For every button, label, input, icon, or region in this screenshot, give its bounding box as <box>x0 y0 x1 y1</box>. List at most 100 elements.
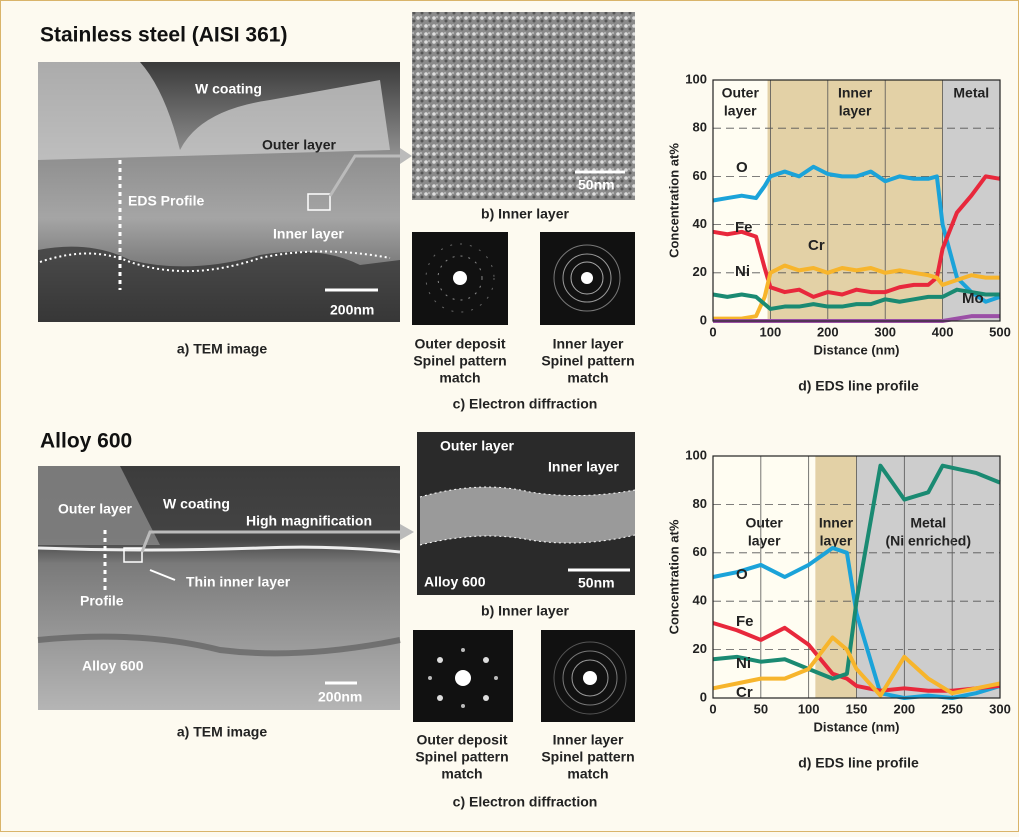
series-name: Fe <box>736 613 754 630</box>
image-label: Profile <box>80 593 124 609</box>
x-tick-label: 250 <box>941 701 963 716</box>
plot-frame <box>712 455 1001 699</box>
caption: Spinel pattern <box>541 353 634 369</box>
series-line <box>712 174 1001 299</box>
y-tick-label: 60 <box>693 544 707 559</box>
region-label: Metal <box>953 85 989 101</box>
region-label: Metal <box>910 515 946 531</box>
tem-image <box>37 466 401 710</box>
y-tick-label: 0 <box>700 312 707 327</box>
caption: b) Inner layer <box>481 603 569 619</box>
region-label: layer <box>724 103 757 119</box>
caption: d) EDS line profile <box>798 378 919 394</box>
region-band <box>856 456 1000 698</box>
caption: Outer deposit <box>416 732 507 748</box>
x-tick-label: 100 <box>760 324 782 339</box>
image-label: High magnification <box>246 513 372 529</box>
series-line <box>712 287 1000 311</box>
series-name: O <box>736 566 748 583</box>
caption: match <box>439 370 480 386</box>
region-band <box>942 80 1000 321</box>
caption: c) Electron diffraction <box>453 794 598 810</box>
arrow <box>400 524 414 540</box>
image-label: Alloy 600 <box>424 574 486 590</box>
image-label: Outer layer <box>262 137 336 153</box>
x-tick-label: 300 <box>874 324 896 339</box>
inner-layer-image <box>412 12 635 200</box>
caption: Spinel pattern <box>541 749 634 765</box>
caption: match <box>567 766 608 782</box>
x-tick-label: 0 <box>709 324 716 339</box>
image-label: Outer layer <box>440 438 514 454</box>
y-tick-label: 20 <box>693 264 707 279</box>
series-name: Ni <box>736 655 751 672</box>
axis-title: Concentration at% <box>666 519 681 634</box>
image-label: W coating <box>195 81 262 97</box>
series-name: Cr <box>736 684 753 701</box>
x-tick-label: 200 <box>817 324 839 339</box>
axis-title: Distance (nm) <box>814 342 900 357</box>
axis-title: Concentration at% <box>666 143 681 258</box>
y-tick-label: 20 <box>693 641 707 656</box>
caption: Inner layer <box>553 732 624 748</box>
caption: Spinel pattern <box>413 353 506 369</box>
series-line <box>712 463 1001 681</box>
x-tick-label: 300 <box>989 701 1011 716</box>
image-label: Thin inner layer <box>186 574 291 590</box>
image-label: Alloy 600 <box>82 658 144 674</box>
y-tick-label: 80 <box>693 120 707 135</box>
image-label: EDS Profile <box>128 193 204 209</box>
connector <box>140 530 400 553</box>
region-band <box>767 80 943 321</box>
series-name: Ni <box>735 263 750 280</box>
panel-title: Stainless steel (AISI 361) <box>40 24 287 47</box>
x-tick-label: 200 <box>893 701 915 716</box>
x-tick-label: 50 <box>754 701 768 716</box>
image-label: Inner layer <box>548 459 619 475</box>
series-name: Mo <box>962 290 984 307</box>
caption: a) TEM image <box>177 724 267 740</box>
series-name: Fe <box>735 219 753 236</box>
caption: Outer deposit <box>414 336 505 352</box>
image-label: 50nm <box>578 575 615 591</box>
image-label: 200nm <box>318 689 362 705</box>
y-tick-label: 80 <box>693 496 707 511</box>
image-label: W coating <box>163 496 230 512</box>
image-label: 50nm <box>578 177 615 193</box>
series-line <box>712 635 1001 698</box>
series-name: Cr <box>808 237 825 254</box>
axis-title: Distance (nm) <box>814 719 900 734</box>
x-tick-label: 400 <box>932 324 954 339</box>
region-label: layer <box>839 103 872 119</box>
y-tick-label: 40 <box>693 593 707 608</box>
caption: match <box>441 766 482 782</box>
image-label: Outer layer <box>58 501 132 517</box>
arrow <box>400 148 412 164</box>
x-tick-label: 0 <box>709 701 716 716</box>
region-label: Inner <box>819 515 854 531</box>
caption: Inner layer <box>553 336 624 352</box>
caption: d) EDS line profile <box>798 755 919 771</box>
y-tick-label: 40 <box>693 216 707 231</box>
image-label: Inner layer <box>273 226 344 242</box>
connector <box>328 154 400 197</box>
caption: c) Electron diffraction <box>453 396 598 412</box>
series-line <box>712 164 1001 304</box>
diffraction-image <box>412 232 635 325</box>
panel-title: Alloy 600 <box>40 430 132 453</box>
x-tick-label: 150 <box>846 701 868 716</box>
y-tick-label: 60 <box>693 168 707 183</box>
y-tick-label: 100 <box>685 447 707 462</box>
region-label: Inner <box>838 85 873 101</box>
region-label: (Ni enriched) <box>885 533 971 549</box>
x-tick-label: 500 <box>989 324 1011 339</box>
region-label: Outer <box>722 85 760 101</box>
diffraction-image <box>413 630 635 722</box>
y-tick-label: 0 <box>700 689 707 704</box>
region-label: layer <box>820 533 853 549</box>
series-name: O <box>736 159 748 176</box>
tem-image <box>38 62 400 322</box>
y-tick-label: 100 <box>685 71 707 86</box>
region-label: Outer <box>746 515 784 531</box>
